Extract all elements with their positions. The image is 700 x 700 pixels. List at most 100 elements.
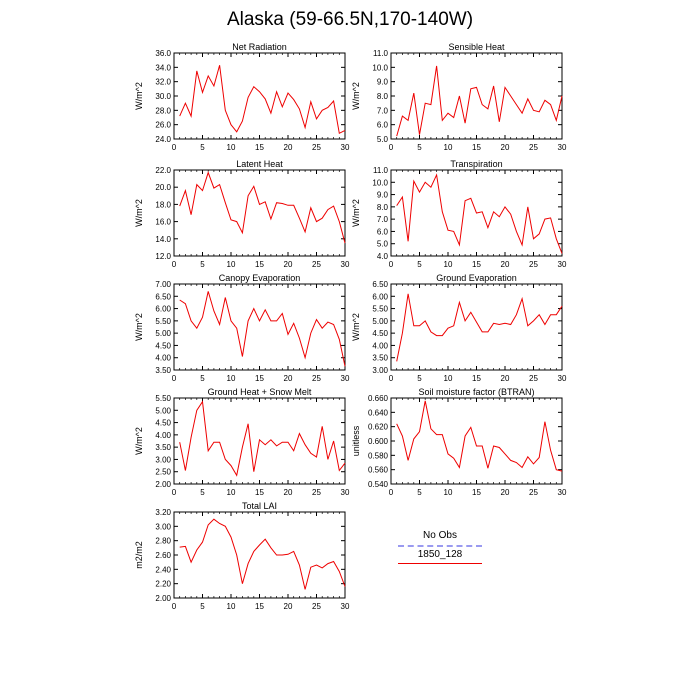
x-tick-label: 10: [227, 143, 236, 152]
panel-title: Sensible Heat: [448, 42, 505, 52]
y-tick-label: 7.00: [155, 280, 171, 289]
x-tick-label: 5: [200, 260, 205, 269]
y-axis-label: W/m^2: [134, 313, 144, 341]
y-tick-label: 6.00: [372, 292, 388, 301]
y-tick-label: 10.0: [372, 178, 388, 187]
y-tick-label: 26.0: [155, 121, 171, 130]
series-line: [179, 291, 346, 367]
x-tick-label: 25: [529, 488, 538, 497]
x-tick-label: 15: [472, 488, 481, 497]
y-tick-label: 3.00: [155, 522, 171, 531]
x-tick-label: 10: [444, 260, 453, 269]
series-line: [179, 400, 346, 477]
x-tick-label: 10: [227, 374, 236, 383]
x-tick-label: 5: [417, 374, 422, 383]
y-tick-label: 5.0: [377, 135, 389, 144]
y-tick-label: 5.00: [155, 329, 171, 338]
x-tick-label: 5: [200, 488, 205, 497]
series-line: [396, 293, 563, 362]
x-tick-label: 0: [389, 374, 394, 383]
x-tick-label: 30: [341, 374, 350, 383]
y-tick-label: 2.00: [155, 594, 171, 603]
legend-obs-line: [398, 545, 482, 547]
plot-frame: [173, 511, 346, 599]
y-axis-label: W/m^2: [134, 427, 144, 455]
y-tick-label: 34.0: [155, 63, 171, 72]
x-tick-label: 0: [389, 488, 394, 497]
y-tick-label: 6.50: [155, 292, 171, 301]
y-axis-label: unitless: [351, 425, 361, 456]
plot-frame: [390, 283, 563, 371]
y-tick-label: 4.50: [155, 341, 171, 350]
x-tick-label: 5: [200, 602, 205, 611]
y-tick-label: 11.0: [373, 49, 389, 58]
panel-title: Transpiration: [450, 159, 502, 169]
y-axis-label: W/m^2: [351, 199, 361, 227]
y-tick-label: 6.0: [377, 227, 389, 236]
x-tick-label: 10: [227, 488, 236, 497]
panel-8: Soil moisture factor (BTRAN) unitless 0 5 10…: [351, 387, 567, 497]
y-tick-label: 0.540: [368, 480, 389, 489]
x-tick-label: 10: [444, 488, 453, 497]
y-tick-label: 9.0: [377, 78, 389, 87]
x-tick-label: 15: [255, 488, 264, 497]
x-tick-label: 5: [417, 488, 422, 497]
y-tick-label: 7.0: [377, 215, 389, 224]
panel-7: Ground Heat + Snow Melt W/m^2 0 5 10 15 20 25 30…: [134, 387, 350, 497]
series-line: [179, 65, 346, 135]
x-tick-label: 0: [172, 374, 177, 383]
y-tick-label: 5.00: [155, 406, 171, 415]
panel-title: Canopy Evaporation: [219, 273, 301, 283]
y-tick-label: 5.00: [372, 317, 388, 326]
panel-9: Total LAI m2/m2 0 5 10 15 20 25 30 2.00 2.20 2.40 2.…: [134, 501, 350, 611]
y-tick-label: 3.00: [372, 366, 388, 375]
y-axis-label: W/m^2: [351, 82, 361, 110]
y-tick-label: 24.0: [155, 135, 171, 144]
x-tick-label: 15: [255, 602, 264, 611]
x-tick-label: 25: [312, 143, 321, 152]
panel-title: Soil moisture factor (BTRAN): [418, 387, 534, 397]
x-tick-label: 25: [312, 260, 321, 269]
y-axis-label: W/m^2: [134, 199, 144, 227]
y-tick-label: 2.00: [155, 480, 171, 489]
x-tick-label: 0: [172, 143, 177, 152]
legend-model-line: [398, 563, 482, 564]
x-tick-label: 0: [389, 143, 394, 152]
y-tick-label: 3.50: [155, 443, 171, 452]
y-axis-label: W/m^2: [134, 82, 144, 110]
y-tick-label: 4.50: [155, 419, 171, 428]
y-tick-label: 32.0: [155, 78, 171, 87]
plot-frame: [173, 169, 346, 257]
legend: No Obs 1850_128: [395, 530, 485, 564]
x-tick-label: 0: [389, 260, 394, 269]
x-tick-label: 5: [200, 143, 205, 152]
x-tick-label: 20: [284, 602, 293, 611]
y-tick-label: 0.620: [368, 423, 389, 432]
panel-3: Latent Heat W/m^2 0 5 10 15 20 25 30 12.0 14.0 16.0…: [134, 159, 350, 269]
x-tick-label: 25: [529, 143, 538, 152]
x-tick-label: 30: [341, 602, 350, 611]
x-tick-label: 20: [284, 260, 293, 269]
y-tick-label: 10.0: [372, 63, 388, 72]
y-tick-label: 36.0: [155, 49, 171, 58]
plot-frame: [390, 397, 563, 485]
panel-title: Total LAI: [242, 501, 277, 511]
x-tick-label: 5: [417, 143, 422, 152]
y-tick-label: 28.0: [155, 106, 171, 115]
y-tick-label: 11.0: [373, 166, 389, 175]
y-tick-label: 2.60: [155, 551, 171, 560]
y-tick-label: 4.00: [372, 341, 388, 350]
x-tick-label: 20: [501, 488, 510, 497]
x-tick-label: 20: [501, 374, 510, 383]
x-tick-label: 0: [172, 488, 177, 497]
x-tick-label: 30: [558, 260, 567, 269]
x-tick-label: 30: [558, 374, 567, 383]
y-tick-label: 3.00: [155, 455, 171, 464]
y-axis-label: m2/m2: [134, 541, 144, 569]
x-tick-label: 30: [558, 488, 567, 497]
x-tick-label: 0: [172, 602, 177, 611]
x-tick-label: 25: [312, 488, 321, 497]
x-tick-label: 20: [284, 143, 293, 152]
y-tick-label: 0.580: [368, 451, 389, 460]
